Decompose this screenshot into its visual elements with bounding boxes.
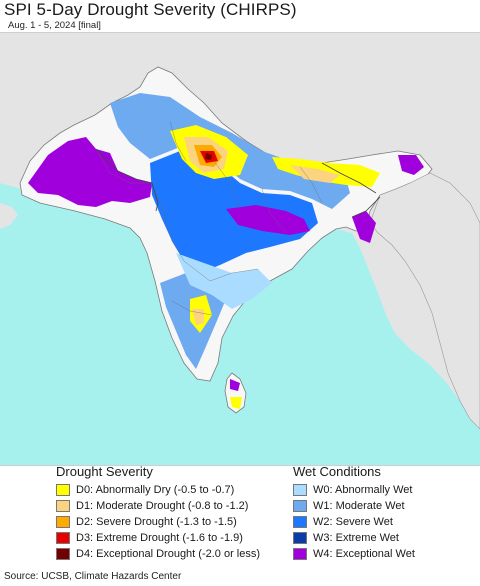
legend-label-w3: W3: Extreme Wet	[313, 532, 399, 544]
legend-label-d1: D1: Moderate Drought (-0.8 to -1.2)	[76, 500, 249, 512]
legend-label-d2: D2: Severe Drought (-1.3 to -1.5)	[76, 516, 237, 528]
legend-swatch-w0	[293, 484, 307, 496]
source-credit: Source: UCSB, Climate Hazards Center	[4, 571, 182, 582]
wet-legend-title: Wet Conditions	[293, 464, 381, 479]
map-title: SPI 5-Day Drought Severity (CHIRPS)	[4, 0, 297, 19]
legend-label-w1: W1: Moderate Wet	[313, 500, 405, 512]
legend-swatch-w3	[293, 532, 307, 544]
legend-swatch-d2	[56, 516, 70, 528]
legend-label-d4: D4: Exceptional Drought (-2.0 or less)	[76, 548, 261, 560]
w0-deccan	[176, 253, 272, 309]
w4-bangladesh	[352, 211, 376, 243]
country-borders	[95, 148, 381, 218]
w4-sri-lanka	[230, 379, 240, 391]
myanmar-land	[369, 172, 480, 430]
oman-coast	[0, 203, 18, 229]
drought-legend-title: Drought Severity	[56, 464, 153, 479]
w4-northeast	[398, 155, 424, 175]
legend-swatch-w4	[293, 548, 307, 560]
map-canvas	[0, 33, 480, 465]
drought-map	[0, 32, 480, 466]
legend-swatch-w1	[293, 500, 307, 512]
map-date-subtitle: Aug. 1 - 5, 2024 [final]	[8, 20, 101, 31]
ocean	[0, 183, 480, 465]
state-borders	[95, 120, 323, 316]
legend-swatch-d1	[56, 500, 70, 512]
legend-swatch-w2	[293, 516, 307, 528]
legend-swatch-d0	[56, 484, 70, 496]
legend-swatch-d4	[56, 548, 70, 560]
d4-north	[205, 153, 212, 160]
legend-label-w0: W0: Abnormally Wet	[313, 484, 413, 496]
spi-overlay	[28, 93, 424, 409]
legend-label-w2: W2: Severe Wet	[313, 516, 393, 528]
w4-central-band	[226, 205, 310, 235]
legend-label-w4: W4: Exceptional Wet	[313, 548, 415, 560]
w4-pakistan	[28, 137, 152, 207]
legend-label-d3: D3: Extreme Drought (-1.6 to -1.9)	[76, 532, 243, 544]
legend-swatch-d3	[56, 532, 70, 544]
legend-label-d0: D0: Abnormally Dry (-0.5 to -0.7)	[76, 484, 235, 496]
d0-srilanka	[230, 397, 242, 409]
d1-east	[290, 165, 340, 183]
